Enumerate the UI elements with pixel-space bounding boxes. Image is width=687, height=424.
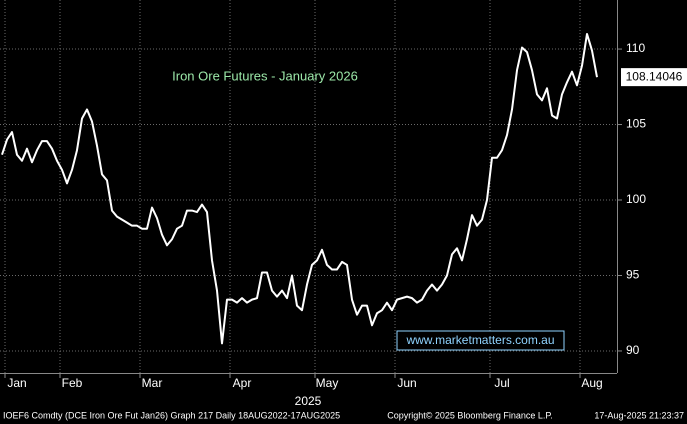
x-tick-label: Jan	[7, 376, 26, 390]
last-price-box	[621, 68, 687, 87]
y-tick-label: 95	[626, 268, 640, 282]
y-tick-label: 110	[626, 41, 645, 55]
y-tick-label: 90	[626, 343, 640, 357]
y-tick-label: 105	[626, 117, 646, 131]
x-axis-year: 2025	[295, 394, 322, 408]
x-tick-label: May	[316, 376, 339, 390]
x-tick-label: Feb	[62, 376, 83, 390]
footer-center: Copyright© 2025 Bloomberg Finance L.P.	[387, 410, 553, 420]
x-tick-label: Apr	[233, 376, 252, 390]
x-tick-label: Jun	[397, 376, 416, 390]
x-tick-label: Jul	[494, 376, 509, 390]
price-line	[1, 32, 598, 345]
x-tick-label: Mar	[142, 376, 163, 390]
last-price-label: 108.14046	[626, 69, 683, 83]
y-tick-label: 100	[626, 192, 646, 206]
x-tick-label: Aug	[581, 376, 602, 390]
footer-right: 17-Aug-2025 21:23:37	[594, 410, 684, 420]
chart-title: Iron Ore Futures - January 2026	[172, 68, 358, 83]
watermark: www.marketmatters.com.au	[405, 333, 554, 347]
watermark-box	[396, 330, 565, 351]
footer-left: IOEF6 Comdty (DCE Iron Ore Fut Jan26) Gr…	[3, 410, 340, 420]
